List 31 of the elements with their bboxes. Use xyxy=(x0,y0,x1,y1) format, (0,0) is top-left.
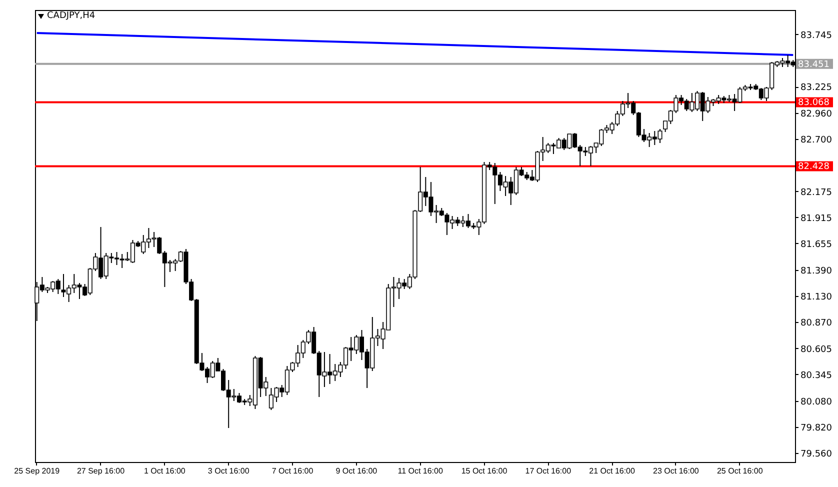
y-tick-label: 82.175 xyxy=(800,188,832,198)
y-tick-label: 81.390 xyxy=(800,266,832,276)
x-tick-label: 23 Oct 16:00 xyxy=(653,466,700,476)
x-tick-label: 27 Sep 16:00 xyxy=(76,466,126,476)
y-tick-label: 81.915 xyxy=(800,214,832,224)
y-tick-label: 83.225 xyxy=(800,83,832,93)
y-tick-label: 82.960 xyxy=(800,110,832,120)
x-tick-label: 1 Oct 16:00 xyxy=(144,466,186,476)
x-tick-label: 15 Oct 16:00 xyxy=(461,466,508,476)
y-tick-label: 80.080 xyxy=(800,398,832,408)
y-tick-label: 81.655 xyxy=(800,240,832,250)
y-tick-label: 81.130 xyxy=(800,292,832,302)
ref-line-label: 82.428 xyxy=(798,162,830,172)
x-tick-label: 9 Oct 16:00 xyxy=(336,466,378,476)
y-tick-label: 79.560 xyxy=(800,450,832,460)
x-tick-label: 21 Oct 16:00 xyxy=(589,466,636,476)
ref-line-label: 83.068 xyxy=(798,98,830,108)
x-tick-label: 25 Sep 2019 xyxy=(14,466,60,476)
y-tick-label: 82.700 xyxy=(800,136,832,146)
x-tick-label: 17 Oct 16:00 xyxy=(525,466,572,476)
y-tick-label: 83.745 xyxy=(800,31,832,41)
y-tick-label: 80.870 xyxy=(800,318,832,328)
ref-line-label: 83.451 xyxy=(798,60,830,70)
y-tick-label: 79.820 xyxy=(800,424,832,434)
y-tick-label: 80.345 xyxy=(800,371,832,381)
chart-title: CADJPY,H4 xyxy=(47,11,96,21)
x-tick-label: 11 Oct 16:00 xyxy=(398,466,444,476)
x-tick-label: 25 Oct 16:00 xyxy=(716,466,764,476)
x-tick-label: 7 Oct 16:00 xyxy=(272,466,314,476)
x-tick-label: 3 Oct 16:00 xyxy=(208,466,250,476)
y-tick-label: 80.605 xyxy=(800,345,832,355)
